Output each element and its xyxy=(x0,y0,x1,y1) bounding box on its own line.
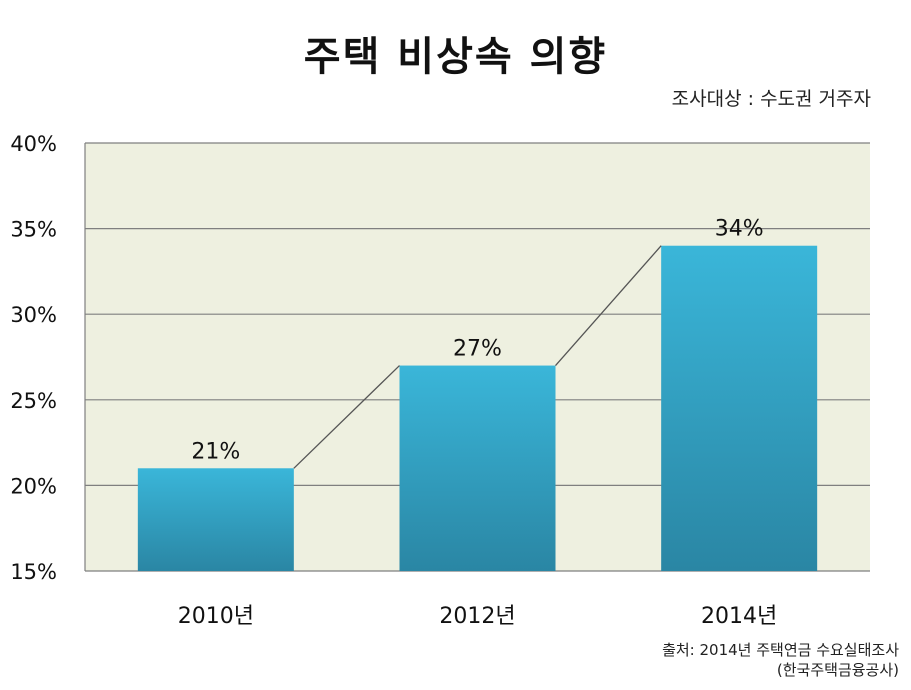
x-tick-label: 2014년 xyxy=(701,604,777,629)
y-tick-label: 25% xyxy=(10,389,57,413)
bar-2010년 xyxy=(137,468,294,571)
x-tick-label: 2010년 xyxy=(178,604,254,629)
chart-title: 주택 비상속 의향 xyxy=(303,34,608,80)
y-tick-label: 30% xyxy=(10,303,57,327)
bar-2012년 xyxy=(399,365,556,571)
chart-subtitle: 조사대상 : 수도권 거주자 xyxy=(671,88,871,110)
source-line-2: (한국주택금융공사) xyxy=(776,661,899,679)
bar-2014년 xyxy=(661,245,818,571)
y-tick-label: 20% xyxy=(10,474,57,498)
data-label: 21% xyxy=(191,439,240,464)
connector-line xyxy=(555,245,662,366)
y-tick-label: 40% xyxy=(10,132,57,156)
data-label: 34% xyxy=(715,217,764,242)
connector-line xyxy=(293,365,400,469)
source-note: 출처: 2014년 주택연금 수요실태조사 (한국주택금융공사) xyxy=(662,640,899,680)
data-label: 27% xyxy=(453,337,502,362)
y-tick-label: 15% xyxy=(10,560,57,584)
x-tick-label: 2012년 xyxy=(439,604,515,629)
source-line-1: 출처: 2014년 주택연금 수요실태조사 xyxy=(662,641,899,659)
y-tick-label: 35% xyxy=(10,218,57,242)
